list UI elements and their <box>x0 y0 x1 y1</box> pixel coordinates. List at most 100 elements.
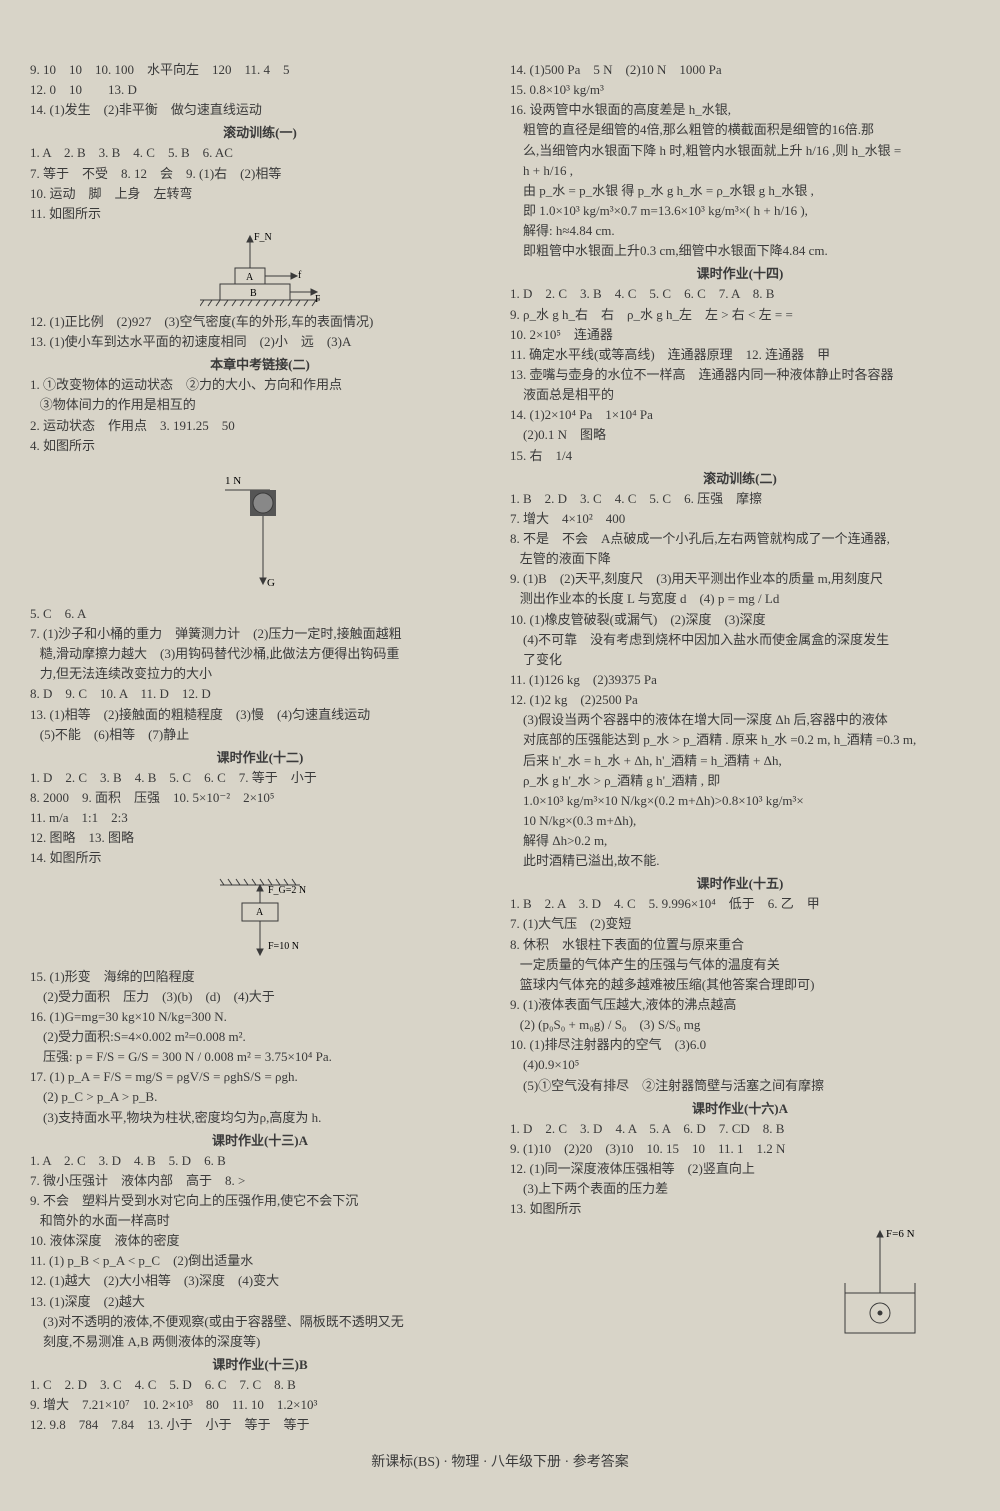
answer-line: ③物体间力的作用是相互的 <box>30 395 490 415</box>
answer-line: 14. (1)2×10⁴ Pa 1×10⁴ Pa <box>510 405 970 425</box>
text-block: 12. (1)正比例 (2)927 (3)空气密度(车的外形,车的表面情况)13… <box>30 312 490 352</box>
label-B: B <box>250 288 257 299</box>
answer-line: 12. 0 10 13. D <box>30 80 490 100</box>
answer-line: 1. D 2. C 3. B 4. C 5. C 6. C 7. A 8. B <box>510 284 970 304</box>
answer-line: (2) p_C > p_A > p_B. <box>30 1087 490 1107</box>
answer-line: 14. (1)500 Pa 5 N (2)10 N 1000 Pa <box>510 60 970 80</box>
answer-line: 后来 h'_水 = h_水 + Δh, h'_酒精 = h_酒精 + Δh, <box>510 751 970 771</box>
answer-line: 11. 确定水平线(或等高线) 连通器原理 12. 连通器 甲 <box>510 345 970 365</box>
label-1N: 1 N <box>225 475 241 487</box>
answer-line: 11. (1)126 kg (2)39375 Pa <box>510 670 970 690</box>
answer-line: 15. (1)形变 海绵的凹陷程度 <box>30 967 490 987</box>
answer-line: 10. 运动 脚 上身 左转弯 <box>30 184 490 204</box>
fig-svg: 1 N G <box>215 460 305 600</box>
answer-line: 10. 液体深度 液体的密度 <box>30 1231 490 1251</box>
answer-line: 1. D 2. C 3. D 4. A 5. A 6. D 7. CD 8. B <box>510 1119 970 1139</box>
answer-line: 力,但无法连续改变拉力的大小 <box>30 664 490 684</box>
answer-line: 糙,滑动摩擦力越大 (3)用钩码替代沙桶,此做法方便得出钩码重 <box>30 644 490 664</box>
answer-line: 7. (1)沙子和小桶的重力 弹簧测力计 (2)压力一定时,接触面越粗 <box>30 624 490 644</box>
answer-line: 1. B 2. D 3. C 4. C 5. C 6. 压强 摩擦 <box>510 489 970 509</box>
text-block: 9. 10 10 10. 100 水平向左 120 11. 4 512. 0 1… <box>30 60 490 120</box>
right-column: 14. (1)500 Pa 5 N (2)10 N 1000 Pa15. 0.8… <box>510 60 970 1441</box>
heading-hw-13a: 课时作业(十三)A <box>30 1130 490 1149</box>
answer-line: 篮球内气体充的越多越难被压缩(其他答案合理即可) <box>510 975 970 995</box>
label-A: A <box>246 272 254 283</box>
answer-line: 7. 微小压强计 液体内部 高于 8. > <box>30 1171 490 1191</box>
answer-line: 14. 如图所示 <box>30 848 490 868</box>
answer-line: 1. ①改变物体的运动状态 ②力的大小、方向和作用点 <box>30 375 490 395</box>
answer-line: 液面总是相平的 <box>510 385 970 405</box>
answer-line: 12. 图略 13. 图略 <box>30 828 490 848</box>
answer-line: 15. 0.8×10³ kg/m³ <box>510 80 970 100</box>
answer-line: 5. C 6. A <box>30 604 490 624</box>
answer-line: 8. 休积 水银柱下表面的位置与原来重合 <box>510 935 970 955</box>
answer-line: 7. 等于 不受 8. 12 会 9. (1)右 (2)相等 <box>30 164 490 184</box>
heading-chapter-link-2: 本章中考链接(二) <box>30 354 490 373</box>
text-block: 1. A 2. C 3. D 4. B 5. D 6. B7. 微小压强计 液体… <box>30 1151 490 1352</box>
answer-line: (2)受力面积 压力 (3)(b) (d) (4)大于 <box>30 987 490 1007</box>
answer-line: 由 p_水 = p_水银 得 p_水 g h_水 = ρ_水银 g h_水银 , <box>510 181 970 201</box>
answer-line: 9. ρ_水 g h_右 右 ρ_水 g h_左 左 > 右 < 左 = = <box>510 305 970 325</box>
answer-line: 12. (1)正比例 (2)927 (3)空气密度(车的外形,车的表面情况) <box>30 312 490 332</box>
answer-line: 了变化 <box>510 650 970 670</box>
label-Fup: F_G=2 N <box>268 885 306 896</box>
answer-line: 13. 壶嘴与壶身的水位不一样高 连通器内同一种液体静止时各容器 <box>510 365 970 385</box>
label-G: G <box>267 577 275 589</box>
answer-line: 11. (1) p_B < p_A < p_C (2)倒出适量水 <box>30 1251 490 1271</box>
answer-line: 8. 不是 不会 A点破成一个小孔后,左右两管就构成了一个连通器, <box>510 529 970 549</box>
answer-line: 即 1.0×10³ kg/m³×0.7 m=13.6×10³ kg/m³×( h… <box>510 201 970 221</box>
text-block: 14. (1)500 Pa 5 N (2)10 N 1000 Pa15. 0.8… <box>510 60 970 261</box>
answer-line: h + h/16 , <box>510 161 970 181</box>
label-A: A <box>256 907 264 918</box>
answer-line: 1. A 2. B 3. B 4. C 5. B 6. AC <box>30 143 490 163</box>
text-block: 1. B 2. A 3. D 4. C 5. 9.996×10⁴ 低于 6. 乙… <box>510 894 970 1095</box>
answer-line: 解得 Δh>0.2 m, <box>510 831 970 851</box>
heading-rolling-1: 滚动训练(一) <box>30 122 490 141</box>
answer-line: 13. 如图所示 <box>510 1199 970 1219</box>
answer-line: 测出作业本的长度 L 与宽度 d (4) p = mg / Ld <box>510 589 970 609</box>
answer-line: 7. (1)大气压 (2)变短 <box>510 914 970 934</box>
answer-line: 11. 如图所示 <box>30 204 490 224</box>
answer-line: 8. D 9. C 10. A 11. D 12. D <box>30 684 490 704</box>
answer-line: 一定质量的气体产生的压强与气体的温度有关 <box>510 955 970 975</box>
heading-hw-16a: 课时作业(十六)A <box>510 1098 970 1117</box>
answer-line: 9. 不会 塑料片受到水对它向上的压强作用,使它不会下沉 <box>30 1191 490 1211</box>
text-block: 1. D 2. C 3. B 4. C 5. C 6. C 7. A 8. B9… <box>510 284 970 465</box>
answer-line: 9. (1)B (2)天平,刻度尺 (3)用天平测出作业本的质量 m,用刻度尺 <box>510 569 970 589</box>
answer-line: 16. 设两管中水银面的高度差是 h_水银, <box>510 100 970 120</box>
answer-line: 10 N/kg×(0.3 m+Δh), <box>510 811 970 831</box>
answer-line: 4. 如图所示 <box>30 436 490 456</box>
answer-line: 10. (1)排尽注射器内的空气 (3)6.0 <box>510 1035 970 1055</box>
answer-line: 13. (1)深度 (2)越大 <box>30 1292 490 1312</box>
answer-line: 1. A 2. C 3. D 4. B 5. D 6. B <box>30 1151 490 1171</box>
heading-rolling-2: 滚动训练(二) <box>510 468 970 487</box>
answer-line: 16. (1)G=mg=30 kg×10 N/kg=300 N. <box>30 1007 490 1027</box>
answer-line: 1. D 2. C 3. B 4. B 5. C 6. C 7. 等于 小于 <box>30 768 490 788</box>
answer-line: 10. (1)橡皮管破裂(或漏气) (2)深度 (3)深度 <box>510 610 970 630</box>
label-Fdown: F=10 N <box>268 941 299 952</box>
answer-line: 10. 2×10⁵ 连通器 <box>510 325 970 345</box>
answer-line: (5)不能 (6)相等 (7)静止 <box>30 725 490 745</box>
answer-line: (4)0.9×10⁵ <box>510 1055 970 1075</box>
answer-line: 1. B 2. A 3. D 4. C 5. 9.996×10⁴ 低于 6. 乙… <box>510 894 970 914</box>
answer-line: 2. 运动状态 作用点 3. 191.25 50 <box>30 416 490 436</box>
answer-line: 12. (1)2 kg (2)2500 Pa <box>510 690 970 710</box>
answer-line: 对底部的压强能达到 p_水 > p_酒精 . 原来 h_水 =0.2 m, h_… <box>510 730 970 750</box>
answer-line: 9. 10 10 10. 100 水平向左 120 11. 4 5 <box>30 60 490 80</box>
answer-line: 17. (1) p_A = F/S = mg/S = ρgV/S = ρghS/… <box>30 1067 490 1087</box>
answer-line: 1. C 2. D 3. C 4. C 5. D 6. C 7. C 8. B <box>30 1375 490 1395</box>
text-block: 1. A 2. B 3. B 4. C 5. B 6. AC7. 等于 不受 8… <box>30 143 490 224</box>
answer-line: 刻度,不易测准 A,B 两侧液体的深度等) <box>30 1332 490 1352</box>
fig-svg: F=6 N <box>830 1223 930 1343</box>
answer-line: 8. 2000 9. 面积 压强 10. 5×10⁻² 2×10⁵ <box>30 788 490 808</box>
text-block: 15. (1)形变 海绵的凹陷程度 (2)受力面积 压力 (3)(b) (d) … <box>30 967 490 1128</box>
heading-hw-13b: 课时作业(十三)B <box>30 1354 490 1373</box>
text-block: 1. C 2. D 3. C 4. C 5. D 6. C 7. C 8. B9… <box>30 1375 490 1435</box>
answer-line: (3)假设当两个容器中的液体在增大同一深度 Δh 后,容器中的液体 <box>510 710 970 730</box>
heading-hw-15: 课时作业(十五) <box>510 873 970 892</box>
label-F6N: F=6 N <box>886 1228 915 1240</box>
answer-line: 1.0×10³ kg/m³×10 N/kg×(0.2 m+Δh)>0.8×10³… <box>510 791 970 811</box>
label-F: F <box>315 294 320 305</box>
label-FN: F_N <box>254 232 272 243</box>
figure-13r: F=6 N <box>510 1223 970 1343</box>
